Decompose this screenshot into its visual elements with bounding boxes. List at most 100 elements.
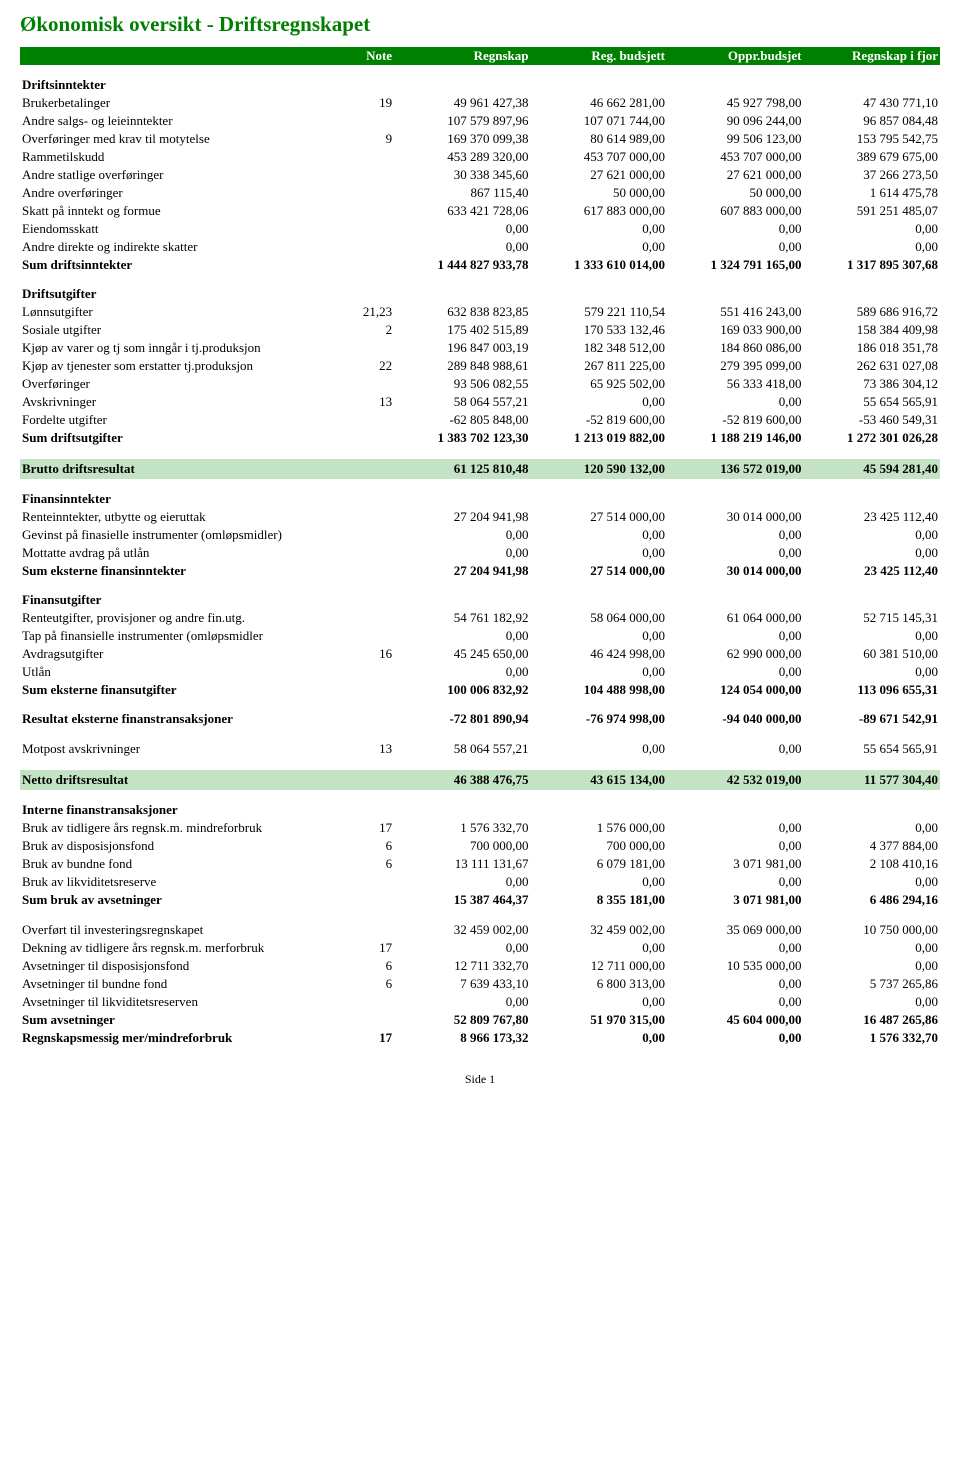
row-value [803, 580, 940, 609]
row-value: 113 096 655,31 [803, 681, 940, 699]
row-value: 65 925 502,00 [531, 375, 667, 393]
row-value: 158 384 409,98 [803, 321, 940, 339]
row-value: -94 040 000,00 [667, 699, 803, 728]
row-value: 6 800 313,00 [531, 975, 667, 993]
row-note [344, 562, 395, 580]
row-value: 1 444 827 933,78 [394, 256, 530, 274]
row-note [344, 479, 395, 508]
table-row: Gevinst på finasielle instrumenter (omlø… [20, 526, 940, 544]
row-value: -76 974 998,00 [531, 699, 667, 728]
row-value: 90 096 244,00 [667, 112, 803, 130]
row-value [803, 790, 940, 819]
row-value: 186 018 351,78 [803, 339, 940, 357]
row-label: Bruk av bundne fond [20, 855, 344, 873]
table-row: Lønnsutgifter21,23632 838 823,85579 221 … [20, 303, 940, 321]
row-value: 0,00 [531, 663, 667, 681]
row-value [394, 479, 530, 508]
row-note [344, 339, 395, 357]
row-value: 99 506 123,00 [667, 130, 803, 148]
row-value: 0,00 [803, 873, 940, 891]
row-value: 579 221 110,54 [531, 303, 667, 321]
row-value [531, 790, 667, 819]
row-label: Rammetilskudd [20, 148, 344, 166]
row-value: 56 333 418,00 [667, 375, 803, 393]
table-row: Bruk av disposisjonsfond6700 000,00700 0… [20, 837, 940, 855]
row-note [344, 993, 395, 1011]
header-note: Note [344, 47, 395, 65]
row-value: 0,00 [531, 220, 667, 238]
row-label: Sum driftsinntekter [20, 256, 344, 274]
row-value: 0,00 [394, 993, 530, 1011]
row-label: Dekning av tidligere års regnsk.m. merfo… [20, 939, 344, 957]
row-value: 16 487 265,86 [803, 1011, 940, 1029]
row-value [531, 274, 667, 303]
row-value: 267 811 225,00 [531, 357, 667, 375]
row-value: 30 338 345,60 [394, 166, 530, 184]
row-value: 96 857 084,48 [803, 112, 940, 130]
row-value [803, 65, 940, 94]
table-row: Avsetninger til bundne fond67 639 433,10… [20, 975, 940, 993]
row-value: 93 506 082,55 [394, 375, 530, 393]
table-row: Sum driftsinntekter1 444 827 933,781 333… [20, 256, 940, 274]
row-value: 80 614 989,00 [531, 130, 667, 148]
row-note [344, 256, 395, 274]
row-label: Lønnsutgifter [20, 303, 344, 321]
row-value: 50 000,00 [531, 184, 667, 202]
table-row: Andre overføringer867 115,4050 000,0050 … [20, 184, 940, 202]
row-value: 0,00 [531, 993, 667, 1011]
row-note: 22 [344, 357, 395, 375]
table-row: Overført til investeringsregnskapet32 45… [20, 921, 940, 939]
row-value: 58 064 557,21 [394, 393, 530, 411]
row-value [394, 274, 530, 303]
row-note: 13 [344, 740, 395, 758]
row-note [344, 220, 395, 238]
table-row: Finansinntekter [20, 479, 940, 508]
row-value: 7 639 433,10 [394, 975, 530, 993]
row-value: 12 711 332,70 [394, 957, 530, 975]
row-value: 27 514 000,00 [531, 562, 667, 580]
row-value: 867 115,40 [394, 184, 530, 202]
row-value: 107 071 744,00 [531, 112, 667, 130]
row-note: 17 [344, 1029, 395, 1047]
row-note [344, 459, 395, 479]
row-value: 10 535 000,00 [667, 957, 803, 975]
row-note [344, 202, 395, 220]
row-value [394, 580, 530, 609]
table-row [20, 909, 940, 921]
table-row: Mottatte avdrag på utlån0,000,000,000,00 [20, 544, 940, 562]
row-value: -72 801 890,94 [394, 699, 530, 728]
row-value: 0,00 [531, 873, 667, 891]
row-label: Overføringer med krav til motytelse [20, 130, 344, 148]
row-note [344, 148, 395, 166]
row-note: 6 [344, 957, 395, 975]
row-value: 51 970 315,00 [531, 1011, 667, 1029]
row-value: 617 883 000,00 [531, 202, 667, 220]
table-row: Finansutgifter [20, 580, 940, 609]
table-row: Driftsutgifter [20, 274, 940, 303]
row-note [344, 770, 395, 790]
row-label: Sum avsetninger [20, 1011, 344, 1029]
row-label: Sum bruk av avsetninger [20, 891, 344, 909]
row-value: 1 576 000,00 [531, 819, 667, 837]
row-value: 1 324 791 165,00 [667, 256, 803, 274]
row-label: Mottatte avdrag på utlån [20, 544, 344, 562]
row-value: 169 370 099,38 [394, 130, 530, 148]
row-value: 62 990 000,00 [667, 645, 803, 663]
row-value: 0,00 [531, 627, 667, 645]
row-value [803, 479, 940, 508]
row-value: 551 416 243,00 [667, 303, 803, 321]
table-row: Rammetilskudd453 289 320,00453 707 000,0… [20, 148, 940, 166]
row-value: -89 671 542,91 [803, 699, 940, 728]
row-value: 100 006 832,92 [394, 681, 530, 699]
row-note [344, 1011, 395, 1029]
row-value: 1 272 301 026,28 [803, 429, 940, 447]
row-value: 37 266 273,50 [803, 166, 940, 184]
row-label: Eiendomsskatt [20, 220, 344, 238]
row-value: 15 387 464,37 [394, 891, 530, 909]
table-row: Avskrivninger1358 064 557,210,000,0055 6… [20, 393, 940, 411]
table-row: Interne finanstransaksjoner [20, 790, 940, 819]
row-label: Avdragsutgifter [20, 645, 344, 663]
row-value: 0,00 [394, 220, 530, 238]
row-value: 10 750 000,00 [803, 921, 940, 939]
row-value: 0,00 [803, 627, 940, 645]
